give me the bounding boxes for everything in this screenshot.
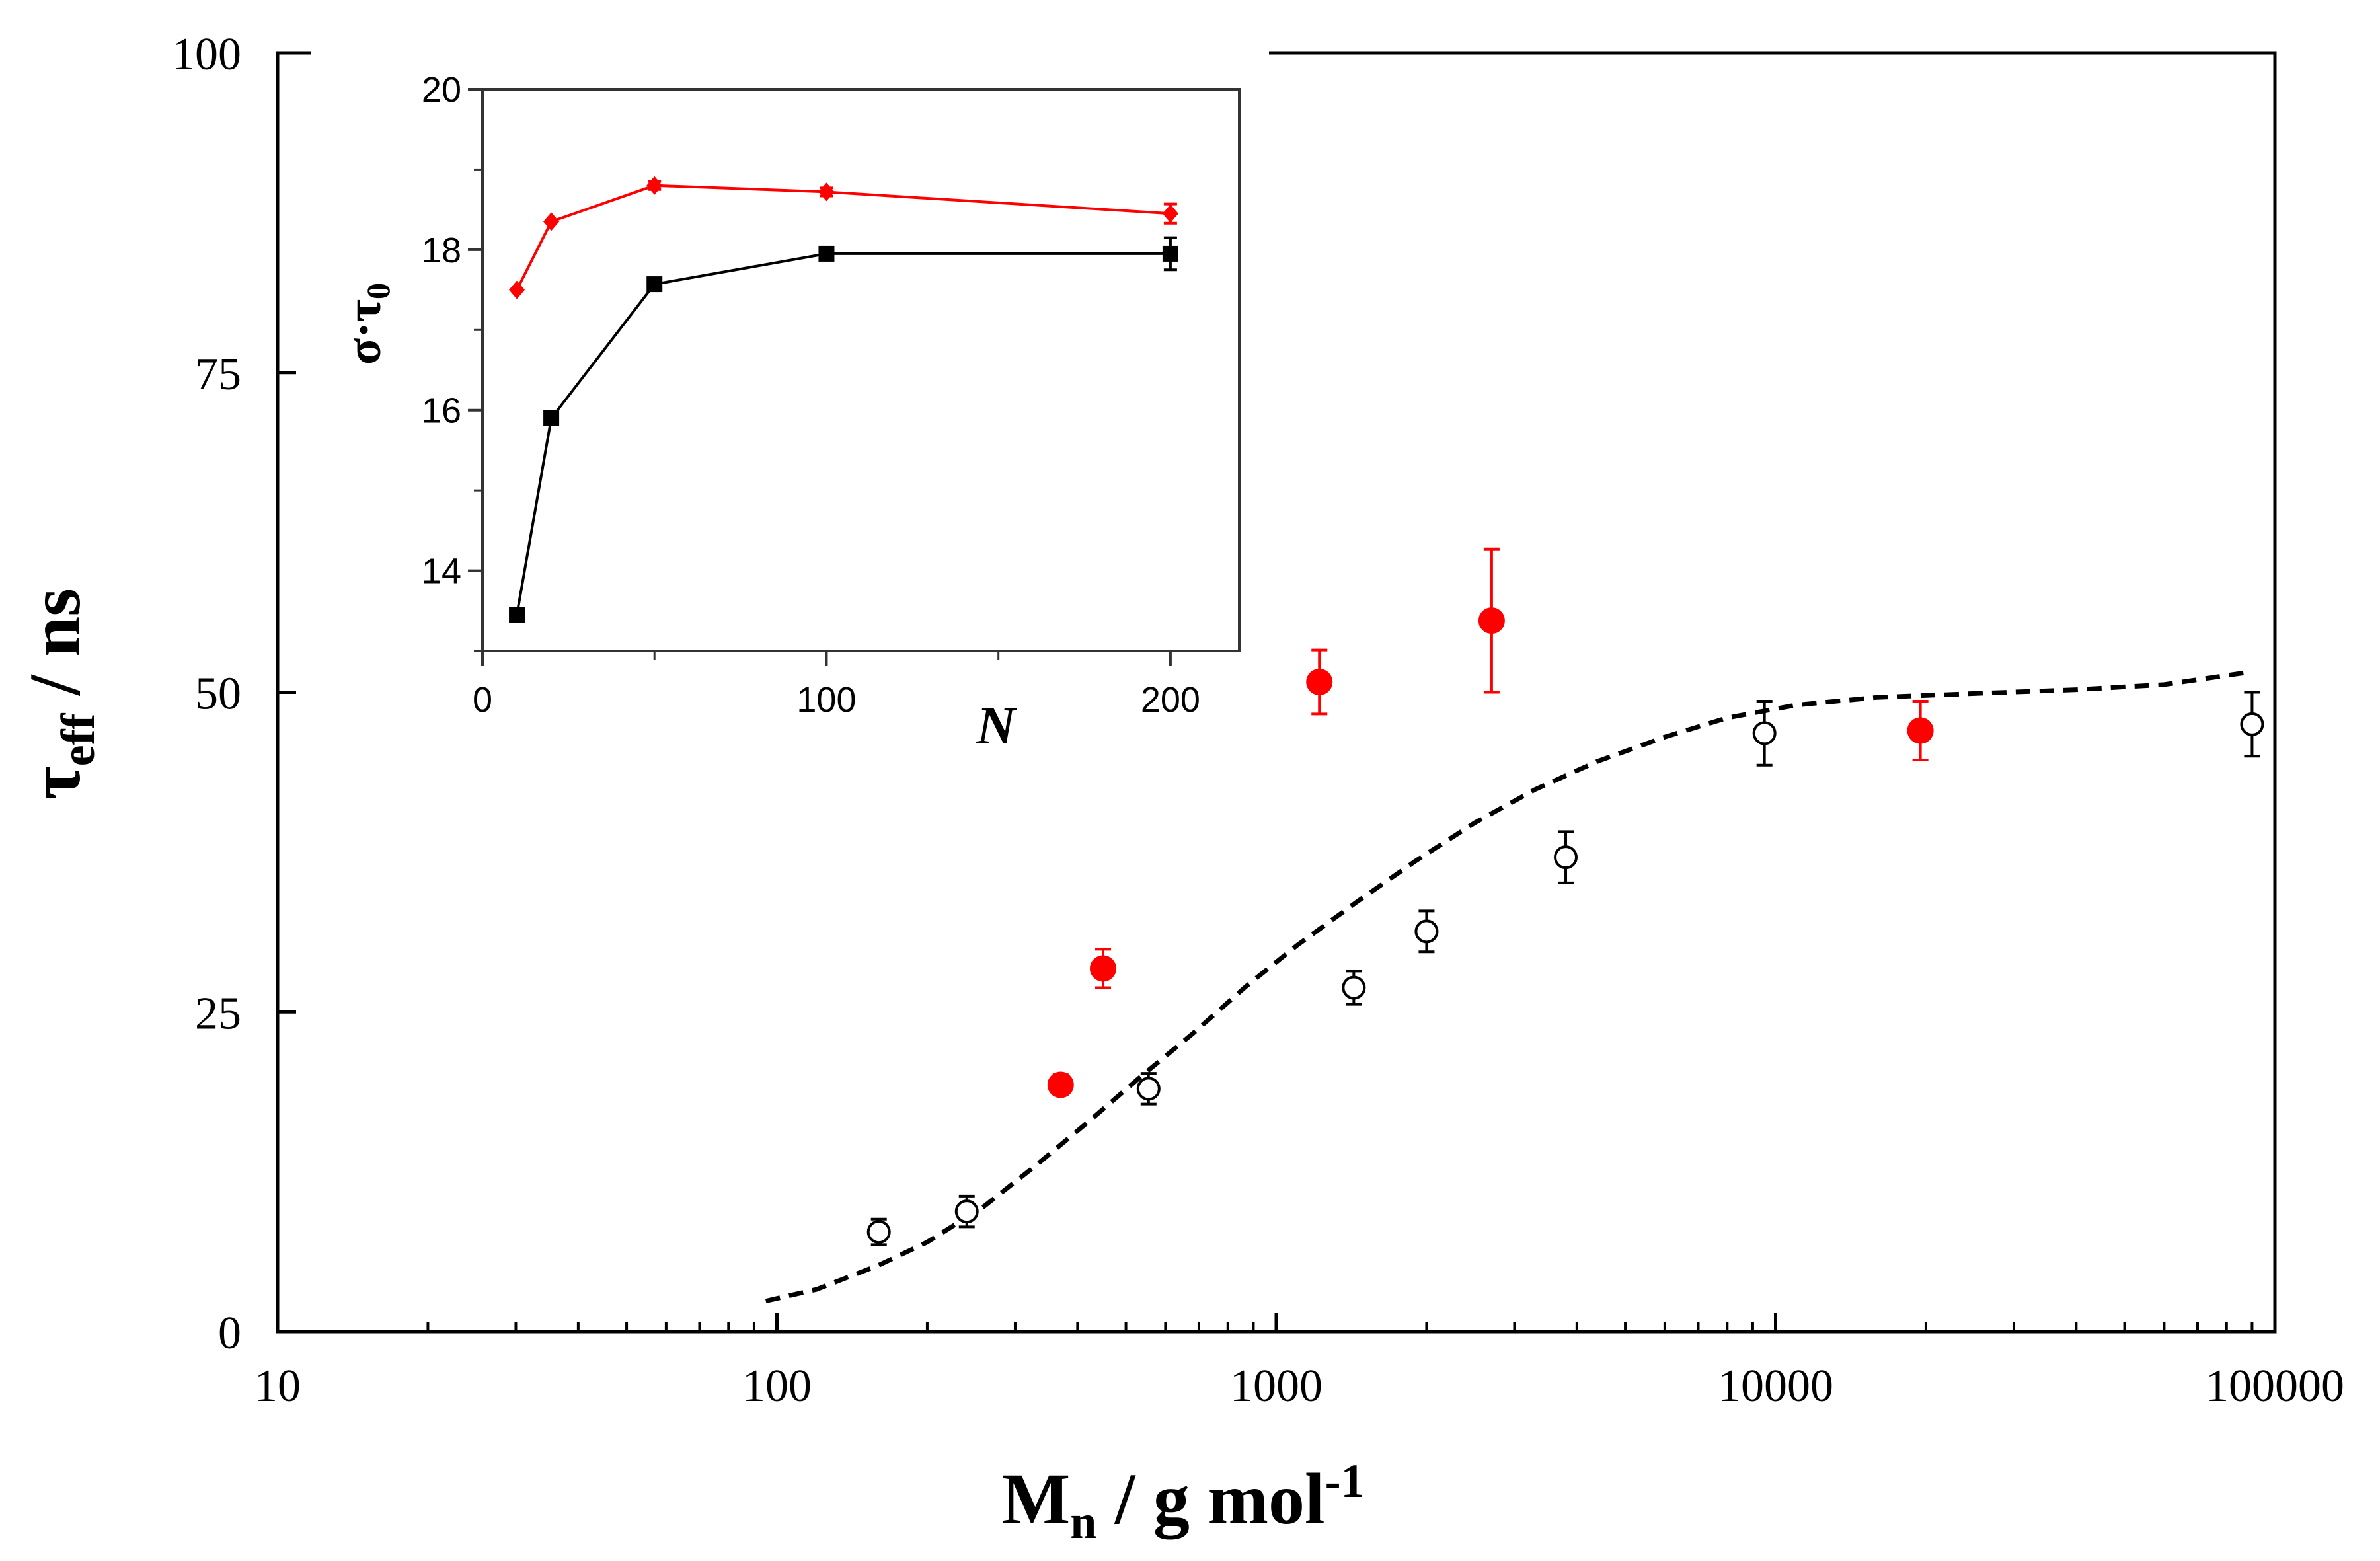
inset-point-black bbox=[543, 410, 560, 426]
inset-point-red bbox=[509, 280, 525, 299]
inset-points bbox=[509, 176, 1178, 623]
main-y-tick-label: 100 bbox=[172, 29, 241, 80]
inset-y-axis-label-sigma: σ bbox=[337, 338, 391, 365]
inset-background bbox=[311, 50, 1269, 783]
point-marker bbox=[2240, 712, 2264, 736]
main-x-tick-label: 1000 bbox=[1230, 1361, 1323, 1412]
main-y-tick-label: 75 bbox=[195, 349, 241, 400]
point-marker bbox=[543, 410, 560, 426]
point-marker bbox=[646, 276, 663, 293]
point-marker bbox=[1162, 245, 1178, 262]
point-marker bbox=[954, 1199, 979, 1224]
main-points bbox=[866, 547, 2264, 1246]
inset-y-axis-label: σ·τ0 bbox=[337, 283, 397, 365]
point-marker bbox=[1342, 975, 1366, 1000]
inset-point-black bbox=[1162, 236, 1178, 272]
inset-point-red bbox=[1162, 202, 1178, 225]
inset-point-red bbox=[646, 176, 663, 195]
main-y-axis-label-sub: eff bbox=[52, 712, 104, 766]
main-y-axis-label-main: τ bbox=[15, 766, 95, 800]
point-marker bbox=[509, 280, 525, 299]
inset-plot-frame bbox=[481, 88, 1241, 652]
main-x-axis-label-sup: -1 bbox=[1325, 1455, 1365, 1507]
main-x-axis-label-main: M bbox=[1001, 1459, 1070, 1539]
main-open-point bbox=[1554, 830, 1578, 884]
main-open-point bbox=[2240, 691, 2264, 758]
inset-x-tick-label: 100 bbox=[796, 680, 856, 720]
main-x-axis-label-rest: / g mol bbox=[1096, 1459, 1324, 1539]
main-open-point bbox=[1342, 970, 1366, 1006]
main-red-point bbox=[1907, 700, 1934, 762]
inset-y-axis-label-dot: · bbox=[337, 322, 391, 338]
point-marker bbox=[646, 176, 663, 195]
inset-y-tick-label: 20 bbox=[422, 70, 461, 110]
main-x-tick-label: 10000 bbox=[1718, 1361, 1833, 1412]
main-open-point bbox=[954, 1194, 979, 1229]
point-marker bbox=[1478, 607, 1505, 634]
main-red-point bbox=[1090, 948, 1117, 989]
point-marker bbox=[1752, 721, 1777, 745]
point-marker bbox=[1306, 669, 1333, 696]
main-y-axis-label: τeff / ns bbox=[15, 588, 104, 800]
inset-tick-labels: 0 100 200 14 16 18 20 bbox=[422, 70, 1200, 720]
point-marker bbox=[1136, 1077, 1161, 1101]
main-red-point bbox=[1306, 648, 1333, 716]
main-red-point bbox=[1047, 1071, 1074, 1098]
inset-y-tick-label: 16 bbox=[422, 391, 461, 431]
main-open-point bbox=[1752, 700, 1777, 767]
main-y-tick-label: 25 bbox=[195, 988, 241, 1039]
main-open-point bbox=[1136, 1072, 1161, 1106]
main-x-tick-label: 10 bbox=[254, 1361, 301, 1412]
main-x-axis-label: Mn / g mol-1 bbox=[1001, 1455, 1364, 1548]
main-plot-frame bbox=[276, 51, 2277, 1334]
inset-point-black bbox=[509, 607, 525, 623]
point-marker bbox=[1554, 845, 1578, 870]
inset-ticks bbox=[468, 88, 1172, 666]
inset-y-tick-label: 14 bbox=[422, 552, 461, 591]
inset-point-black bbox=[646, 276, 663, 293]
point-marker bbox=[1047, 1071, 1074, 1098]
main-y-tick-label: 50 bbox=[195, 669, 241, 720]
main-open-point bbox=[866, 1217, 891, 1246]
point-marker bbox=[1907, 717, 1934, 744]
point-marker bbox=[866, 1220, 891, 1244]
point-marker bbox=[543, 212, 560, 231]
main-y-axis-label-rest: / ns bbox=[15, 588, 95, 714]
point-marker bbox=[1090, 955, 1117, 982]
main-x-axis-label-sub: n bbox=[1070, 1496, 1096, 1548]
inset-point-black bbox=[818, 245, 835, 262]
inset-y-axis-label-sub: 0 bbox=[360, 283, 397, 299]
main-x-tick-label: 100000 bbox=[2206, 1361, 2344, 1412]
main-red-point bbox=[1478, 547, 1505, 694]
point-marker bbox=[1162, 204, 1178, 223]
point-marker bbox=[509, 607, 525, 623]
point-marker bbox=[1414, 919, 1439, 944]
point-marker bbox=[818, 245, 835, 262]
inset-x-axis-label: N bbox=[976, 695, 1017, 755]
point-marker bbox=[818, 182, 835, 202]
main-y-tick-label: 0 bbox=[218, 1308, 241, 1359]
inset-point-red bbox=[818, 182, 835, 202]
inset-point-red bbox=[543, 212, 560, 231]
inset-x-tick-label: 200 bbox=[1141, 680, 1200, 720]
inset-x-tick-label: 0 bbox=[473, 680, 492, 720]
inset-y-axis-label-tau: τ bbox=[337, 299, 391, 322]
inset-y-tick-label: 18 bbox=[422, 231, 461, 270]
main-open-point bbox=[1414, 909, 1439, 954]
main-x-tick-label: 100 bbox=[742, 1361, 812, 1412]
